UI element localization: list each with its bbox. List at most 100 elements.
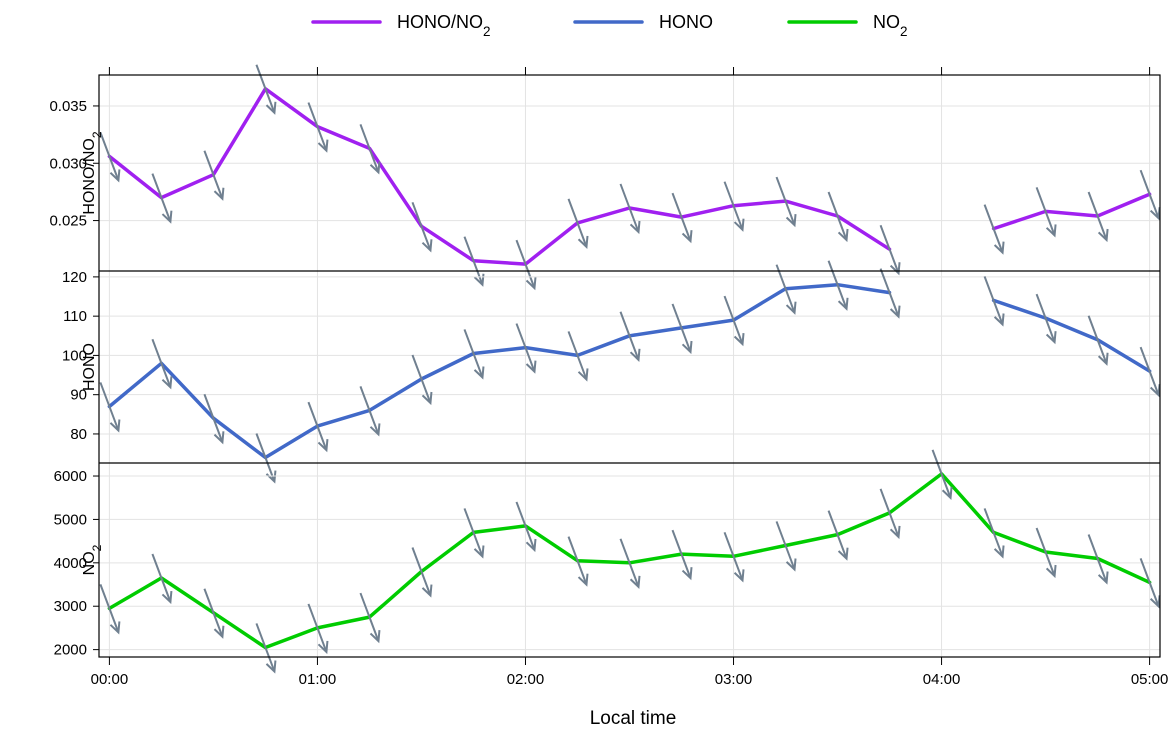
y-tick-label-hono: 100 xyxy=(62,347,87,364)
y-tick-label-ratio: 0.025 xyxy=(49,213,87,230)
wind-arrow xyxy=(151,338,173,390)
wind-arrow-shaft xyxy=(827,191,848,241)
y-tick-label-hono: 90 xyxy=(70,387,87,404)
wind-arrow-shaft xyxy=(1087,191,1108,241)
wind-arrow-shaft xyxy=(359,386,380,435)
wind-arrow-head xyxy=(161,376,173,390)
wind-arrow xyxy=(723,181,745,232)
wind-arrow-head xyxy=(837,297,849,311)
wind-arrow-head xyxy=(577,235,589,250)
wind-arrow-head xyxy=(473,366,485,380)
wind-arrow-head xyxy=(421,584,433,598)
wind-arrow-head xyxy=(421,239,433,253)
wind-arrow-head xyxy=(421,391,433,406)
wind-arrow-head xyxy=(213,431,225,445)
wind-arrow-head xyxy=(993,313,1005,327)
wind-arrow xyxy=(827,510,849,561)
wind-arrow-head xyxy=(1097,352,1109,366)
wind-arrow-shaft xyxy=(775,264,796,314)
wind-arrow-shaft xyxy=(463,508,484,557)
wind-arrow-shaft xyxy=(879,488,900,538)
wind-arrow-shaft xyxy=(1139,169,1160,219)
x-tick-label: 00:00 xyxy=(91,671,129,688)
wind-arrow-head xyxy=(473,545,485,559)
panel-no2: 2000 3000 4000 5000 6000 xyxy=(54,449,1161,674)
wind-arrow xyxy=(671,192,693,244)
wind-arrow-shaft xyxy=(723,531,744,581)
wind-arrow-shaft xyxy=(1035,527,1056,577)
wind-arrow-head xyxy=(577,368,589,382)
wind-arrow-head xyxy=(1097,571,1109,585)
wind-arrow-shaft xyxy=(411,547,432,596)
wind-arrow-shaft xyxy=(411,201,432,251)
wind-arrow xyxy=(879,488,901,540)
wind-arrow xyxy=(463,329,485,380)
wind-arrow-head xyxy=(369,423,381,437)
wind-arrow xyxy=(775,264,797,315)
wind-arrow xyxy=(99,132,121,183)
wind-arrow-shaft xyxy=(983,276,1004,325)
wind-arrow-head xyxy=(161,210,173,224)
panel-label-ratio: HONO/NO2 xyxy=(81,131,104,214)
wind-arrow-shaft xyxy=(203,393,224,443)
wind-arrow-shaft xyxy=(567,331,588,380)
wind-arrow-head xyxy=(1149,595,1161,609)
wind-arrow xyxy=(1087,534,1109,585)
y-tick-label-ratio: 0.030 xyxy=(49,155,87,172)
wind-arrow xyxy=(983,276,1005,327)
wind-arrow xyxy=(723,295,745,347)
wind-arrow-head xyxy=(889,525,901,540)
series-line-ratio xyxy=(107,87,892,266)
wind-arrow-head xyxy=(525,360,537,374)
wind-arrow xyxy=(203,393,225,445)
wind-arrow-shaft xyxy=(567,536,588,586)
wind-arrow-shaft xyxy=(203,150,224,200)
wind-arrow-head xyxy=(577,573,589,587)
wind-arrow-shaft xyxy=(151,553,172,603)
panel-label-hono-main: HONO xyxy=(81,343,98,391)
wind-arrow xyxy=(619,538,641,589)
wind-arrow-shaft xyxy=(723,295,744,345)
legend-label-no2: NO2 xyxy=(873,12,908,39)
panel-label-no2-subscript: 2 xyxy=(90,544,104,551)
legend-label-no2-main: NO xyxy=(873,12,900,32)
wind-arrow-shaft xyxy=(827,260,848,310)
wind-arrow xyxy=(515,239,537,291)
wind-arrow-shaft xyxy=(307,401,328,451)
wind-arrow xyxy=(775,176,797,228)
wind-arrow-head xyxy=(109,621,121,635)
legend-label-ratio: HONO/NO2 xyxy=(397,12,491,39)
wind-arrow xyxy=(203,588,225,639)
wind-arrow-shaft xyxy=(99,132,120,181)
wind-arrow-head xyxy=(837,228,849,243)
wind-arrow xyxy=(567,331,589,382)
legend-label-ratio-subscript: 2 xyxy=(483,24,491,39)
wind-arrow-shaft xyxy=(775,521,796,570)
wind-arrow-head xyxy=(1097,228,1109,243)
wind-arrow-shaft xyxy=(151,338,172,388)
wind-arrow-head xyxy=(525,538,537,553)
y-tick-label-hono: 110 xyxy=(63,308,87,325)
series-line-ratio xyxy=(991,192,1152,231)
wind-arrow-head xyxy=(785,214,797,228)
wind-arrow-shaft xyxy=(255,623,276,672)
wind-arrow xyxy=(1087,315,1109,366)
wind-arrow-head xyxy=(317,139,329,153)
wind-arrow-head xyxy=(213,187,225,201)
wind-arrow xyxy=(671,303,693,355)
wind-arrow xyxy=(255,64,277,115)
wind-arrow-shaft xyxy=(1139,558,1160,607)
legend-label-no2-subscript: 2 xyxy=(900,24,908,39)
legend-label-ratio-main: HONO/NO xyxy=(397,12,483,32)
y-tick-label-hono: 120 xyxy=(62,269,87,286)
wind-arrow xyxy=(567,198,589,250)
wind-arrow xyxy=(255,623,277,674)
wind-arrow-shaft xyxy=(203,588,224,638)
wind-arrow-shaft xyxy=(255,433,276,482)
panel-label-ratio-main: HONO/NO xyxy=(81,138,98,214)
series-line-hono xyxy=(991,298,1152,373)
wind-arrow-head xyxy=(733,569,745,583)
wind-arrow xyxy=(879,268,901,319)
wind-arrow-head xyxy=(629,575,641,589)
wind-arrow xyxy=(307,401,329,453)
